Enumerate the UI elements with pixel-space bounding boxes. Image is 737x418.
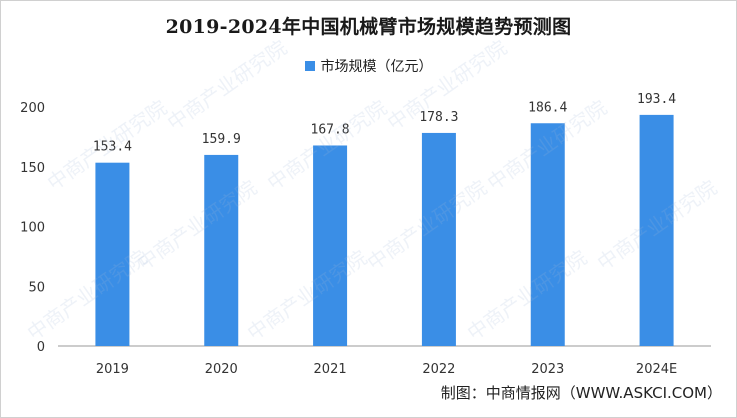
y-tick-label: 50 [28,280,45,295]
legend-swatch [304,61,315,71]
x-tick-label: 2024E [636,362,677,377]
source-note: 制图：中商情报网（WWW.ASKCI.COM） [440,384,722,402]
bar [313,145,348,346]
bar [95,162,130,346]
bar [639,114,674,347]
bars: 153.4 159.9 167.8 178.3 186.4 193.4 [93,92,676,347]
x-tick-label: 2019 [96,362,129,377]
chart-title: 2019-2024年中国机械臂市场规模趋势预测图 [165,16,572,38]
x-tick-label: 2020 [205,362,238,377]
y-tick-label: 200 [20,101,45,116]
bar [421,132,456,346]
axes: 0 50 100 150 200 2019 2020 2021 2022 2023 2024E [20,101,711,377]
legend-label: 市场规模（亿元） [320,59,433,75]
data-label: 178.3 [419,110,458,125]
x-tick-label: 2023 [531,362,564,377]
data-label: 153.4 [93,140,132,155]
legend: 市场规模（亿元） [1,56,736,76]
bar [530,123,565,346]
data-label: 167.8 [311,122,350,137]
y-tick-label: 100 [20,221,45,236]
y-tick-label: 150 [20,161,45,176]
data-label: 186.4 [528,100,567,115]
bar [204,154,239,346]
data-label: 159.9 [202,132,241,147]
y-tick-label: 0 [37,340,45,355]
data-label: 193.4 [637,92,676,107]
x-tick-label: 2022 [422,362,455,377]
x-tick-label: 2021 [314,362,347,377]
